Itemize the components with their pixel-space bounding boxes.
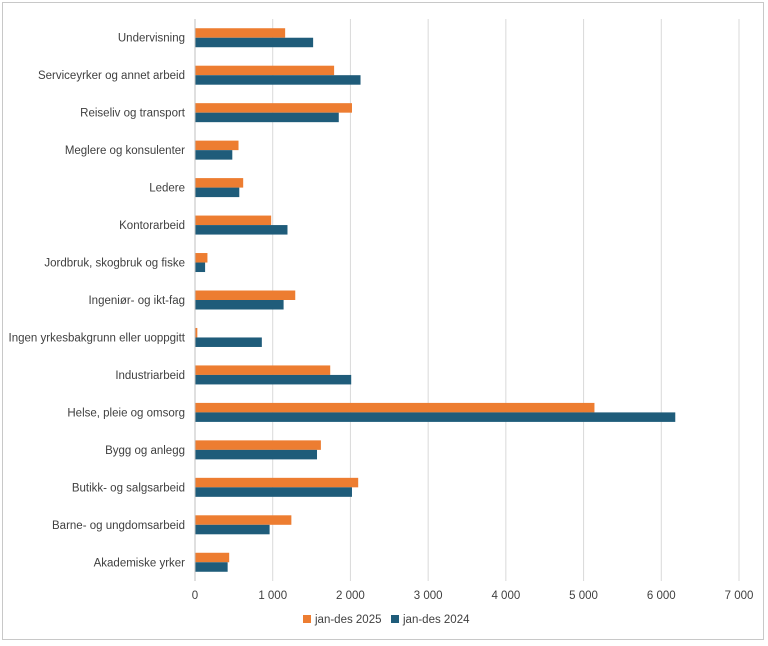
bar-bygg-og-anlegg-jan-des-2024 xyxy=(195,449,318,460)
category-label-jordbruk-skogbruk-og-fiske: Jordbruk, skogbruk og fiske xyxy=(44,258,185,270)
legend-label-jan-des-2025: jan-des 2025 xyxy=(314,614,382,626)
bar-ingenior-og-ikt-fag-jan-des-2025 xyxy=(195,290,296,300)
bar-jordbruk-skogbruk-og-fiske-jan-des-2024 xyxy=(195,262,206,273)
x-tick-label-5000: 5 000 xyxy=(569,590,598,602)
bar-ingen-yrkesbakgrunn-eller-uoppgitt-jan-des-2024 xyxy=(195,337,262,347)
category-label-undervisning: Undervisning xyxy=(118,33,185,45)
category-label-akademiske-yrker: Akademiske yrker xyxy=(94,557,186,569)
value-axis: 0 1 000 2 000 3 000 4 000 5 000 6 000 7 000 xyxy=(192,19,754,602)
bar-undervisning-jan-des-2024 xyxy=(195,37,314,48)
bar-jordbruk-skogbruk-og-fiske-jan-des-2025 xyxy=(195,253,208,263)
bar-industriarbeid-jan-des-2025 xyxy=(195,365,331,375)
category-label-industriarbeid: Industriarbeid xyxy=(115,370,185,382)
bar-meglere-og-konsulenter-jan-des-2025 xyxy=(195,140,239,151)
bar-ledere-jan-des-2025 xyxy=(195,178,244,188)
category-label-bygg-og-anlegg: Bygg og anlegg xyxy=(105,445,185,457)
bar-serviceyrker-og-annet-arbeid-jan-des-2025 xyxy=(195,65,335,76)
bar-reiseliv-og-transport-jan-des-2024 xyxy=(195,112,339,123)
bar-barne-og-ungdomsarbeid-jan-des-2025 xyxy=(195,515,292,525)
legend-swatch-jan-des-2024 xyxy=(391,615,399,623)
legend-label-jan-des-2024: jan-des 2024 xyxy=(402,614,470,626)
category-label-meglere-og-konsulenter: Meglere og konsulenter xyxy=(65,145,185,157)
bar-ingen-yrkesbakgrunn-eller-uoppgitt-jan-des-2025 xyxy=(195,327,198,338)
x-tick-label-7000: 7 000 xyxy=(725,590,754,602)
x-tick-label-4000: 4 000 xyxy=(491,590,520,602)
category-label-serviceyrker-og-annet-arbeid: Serviceyrker og annet arbeid xyxy=(38,70,185,82)
category-label-reiseliv-og-transport: Reiseliv og transport xyxy=(80,108,186,120)
bar-ledere-jan-des-2024 xyxy=(195,187,240,198)
category-label-barne-og-ungdomsarbeid: Barne- og ungdomsarbeid xyxy=(52,520,185,532)
bar-chart: 0 1 000 2 000 3 000 4 000 5 000 6 000 7 000 Und… xyxy=(9,19,754,626)
bar-bygg-og-anlegg-jan-des-2025 xyxy=(195,440,321,450)
bar-industriarbeid-jan-des-2024 xyxy=(195,374,352,385)
bar-butikk-og-salgsarbeid-jan-des-2024 xyxy=(195,487,352,497)
bar-kontorarbeid-jan-des-2025 xyxy=(195,215,272,226)
bar-reiseliv-og-transport-jan-des-2025 xyxy=(195,103,352,113)
bar-helse-pleie-og-omsorg-jan-des-2025 xyxy=(195,402,595,413)
bar-butikk-og-salgsarbeid-jan-des-2025 xyxy=(195,477,359,488)
x-tick-label-2000: 2 000 xyxy=(336,590,365,602)
category-label-butikk-og-salgsarbeid: Butikk- og salgsarbeid xyxy=(72,482,185,494)
bar-ingenior-og-ikt-fag-jan-des-2024 xyxy=(195,300,284,310)
legend-swatch-jan-des-2025 xyxy=(303,615,311,623)
chart-frame: 0 1 000 2 000 3 000 4 000 5 000 6 000 7 000 Und… xyxy=(2,2,764,640)
category-labels: Undervisning Serviceyrker og annet arbeid… xyxy=(9,33,186,570)
category-label-kontorarbeid: Kontorarbeid xyxy=(119,220,185,232)
bar-akademiske-yrker-jan-des-2024 xyxy=(195,562,228,572)
bar-barne-og-ungdomsarbeid-jan-des-2024 xyxy=(195,524,270,535)
x-tick-label-6000: 6 000 xyxy=(647,590,676,602)
bar-serviceyrker-og-annet-arbeid-jan-des-2024 xyxy=(195,75,361,85)
category-label-ingen-yrkesbakgrunn-eller-uoppgitt: Ingen yrkesbakgrunn eller uoppgitt xyxy=(9,332,186,344)
x-tick-label-0: 0 xyxy=(192,590,198,602)
bar-kontorarbeid-jan-des-2024 xyxy=(195,225,288,235)
bar-meglere-og-konsulenter-jan-des-2024 xyxy=(195,150,233,160)
category-label-ingenior-og-ikt-fag: Ingeniør- og ikt-fag xyxy=(88,295,185,307)
legend: jan-des 2025 jan-des 2024 xyxy=(303,614,470,626)
x-tick-label-1000: 1 000 xyxy=(258,590,287,602)
category-label-ledere: Ledere xyxy=(149,183,185,195)
bar-akademiske-yrker-jan-des-2025 xyxy=(195,552,230,563)
bars xyxy=(195,28,676,572)
bar-helse-pleie-og-omsorg-jan-des-2024 xyxy=(195,412,676,422)
category-label-helse-pleie-og-omsorg: Helse, pleie og omsorg xyxy=(67,407,185,419)
x-tick-label-3000: 3 000 xyxy=(414,590,443,602)
bar-undervisning-jan-des-2025 xyxy=(195,28,286,38)
